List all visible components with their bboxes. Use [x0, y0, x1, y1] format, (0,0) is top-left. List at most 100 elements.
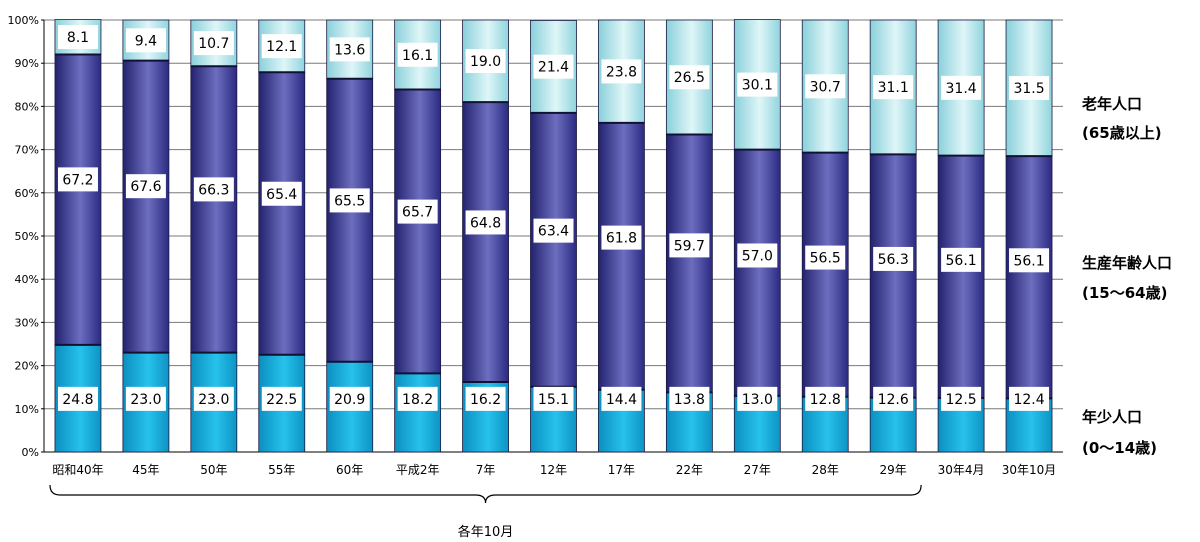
data-label-box: [465, 386, 506, 411]
data-label-box: [669, 233, 710, 258]
data-label-box: [533, 54, 574, 79]
bar-segment-working: [801, 152, 849, 398]
data-label-working: 64.8: [470, 215, 501, 231]
data-label-box: [57, 386, 98, 411]
bar-segment-working: [122, 60, 170, 354]
bar-segment-working: [190, 65, 238, 354]
x-tick-label: 平成2年: [396, 463, 440, 477]
data-label-young: 16.2: [470, 392, 501, 408]
data-label-working: 59.7: [674, 238, 705, 254]
bar-segment-working: [462, 101, 509, 383]
data-label-box: [125, 386, 166, 411]
data-label-working: 65.4: [266, 187, 297, 203]
data-label-box: [57, 25, 98, 50]
brace-label: 各年10月: [458, 524, 514, 540]
data-label-box: [397, 42, 438, 67]
data-label-young: 24.8: [62, 392, 93, 408]
data-label-young: 12.6: [878, 392, 909, 408]
bar-segment-young: [394, 372, 442, 453]
y-tick-label: 80%: [15, 100, 39, 113]
brace-annotation: [49, 484, 922, 504]
data-label-box: [465, 210, 506, 235]
data-label-box: [1009, 386, 1050, 411]
bar-segment-working: [326, 78, 374, 363]
data-label-working: 67.6: [130, 179, 161, 195]
x-tick-label: 30年10月: [1002, 463, 1057, 477]
data-label-elderly: 26.5: [674, 70, 705, 86]
legend-young-sub: (0〜14歳): [1082, 439, 1157, 457]
data-label-young: 23.0: [130, 392, 161, 408]
data-label-working: 63.4: [538, 224, 569, 240]
data-label-elderly: 30.1: [742, 78, 773, 94]
x-tick-label: 55年: [268, 463, 295, 477]
data-label-box: [125, 28, 166, 53]
data-label-box: [329, 37, 370, 62]
data-label-elderly: 12.1: [266, 39, 297, 55]
data-label-box: [873, 75, 914, 100]
data-label-elderly: 19.0: [470, 54, 501, 70]
data-label-box: [873, 246, 914, 271]
bar-segment-working: [394, 89, 442, 374]
data-label-working: 56.1: [946, 253, 977, 269]
y-tick-label: 50%: [15, 230, 39, 243]
x-tick-label: 28年: [812, 463, 839, 477]
data-label-box: [125, 174, 166, 199]
data-label-box: [941, 386, 982, 411]
data-label-box: [805, 74, 846, 99]
bar-segment-working: [530, 112, 577, 388]
y-tick-label: 100%: [8, 14, 39, 27]
bar-segment-working: [54, 54, 102, 346]
data-label-box: [397, 386, 438, 411]
x-tick-label: 50年: [200, 463, 227, 477]
y-tick-label: 0%: [22, 446, 39, 459]
data-label-working: 61.8: [606, 231, 637, 247]
data-label-elderly: 16.1: [402, 48, 433, 64]
data-label-young: 15.1: [538, 392, 569, 408]
data-label-box: [465, 49, 506, 74]
bar-segment-working: [869, 153, 917, 398]
x-axis: 昭和40年 45年 50年 55年 60年 平成2年 7年 12年 17年 22年 27年 28年 29…: [52, 463, 1056, 477]
data-label-elderly: 10.7: [198, 36, 229, 52]
x-tick-label: 60年: [336, 463, 363, 477]
bar-segment-working: [937, 155, 985, 399]
y-tick-label: 30%: [15, 316, 39, 329]
data-label-box: [57, 167, 98, 192]
data-label-young: 13.0: [742, 392, 773, 408]
data-label-box: [397, 199, 438, 224]
legend-old-label: 老年人口: [1081, 95, 1142, 113]
data-label-box: [533, 218, 574, 243]
data-label-working: 65.5: [334, 193, 365, 209]
data-label-box: [737, 243, 778, 268]
x-tick-label: 昭和40年: [52, 463, 103, 477]
data-label-box: [193, 177, 234, 202]
x-tick-label: 7年: [476, 463, 496, 477]
data-label-working: 67.2: [62, 172, 93, 188]
data-label-young: 12.4: [1013, 392, 1044, 408]
data-label-working: 56.1: [1013, 253, 1044, 269]
data-label-box: [261, 386, 302, 411]
data-label-working: 65.7: [402, 205, 433, 221]
legend-work-sub: (15〜64歳): [1082, 284, 1167, 302]
y-tick-label: 70%: [15, 144, 39, 157]
data-label-elderly: 23.8: [606, 64, 637, 80]
y-tick-label: 20%: [15, 360, 39, 373]
x-tick-label: 30年4月: [938, 463, 985, 477]
data-label-box: [805, 245, 846, 270]
data-label-working: 66.3: [198, 182, 229, 198]
data-label-elderly: 8.1: [67, 30, 89, 46]
y-tick-label: 10%: [15, 403, 39, 416]
data-label-box: [737, 386, 778, 411]
data-label-elderly: 13.6: [334, 42, 365, 58]
y-tick-label: 60%: [15, 187, 39, 200]
data-label-box: [533, 386, 574, 411]
data-label-box: [261, 34, 302, 59]
bar-segment-working: [598, 122, 645, 391]
data-label-young: 12.8: [810, 392, 841, 408]
data-label-working: 56.5: [810, 251, 841, 267]
data-label-young: 14.4: [606, 392, 637, 408]
legend: 老年人口 (65歳以上) 生産年齢人口 (15〜64歳) 年少人口 (0〜14歳…: [1081, 95, 1172, 457]
data-label-box: [1009, 248, 1050, 273]
data-label-elderly: 21.4: [538, 60, 569, 76]
legend-old-sub: (65歳以上): [1082, 124, 1162, 142]
